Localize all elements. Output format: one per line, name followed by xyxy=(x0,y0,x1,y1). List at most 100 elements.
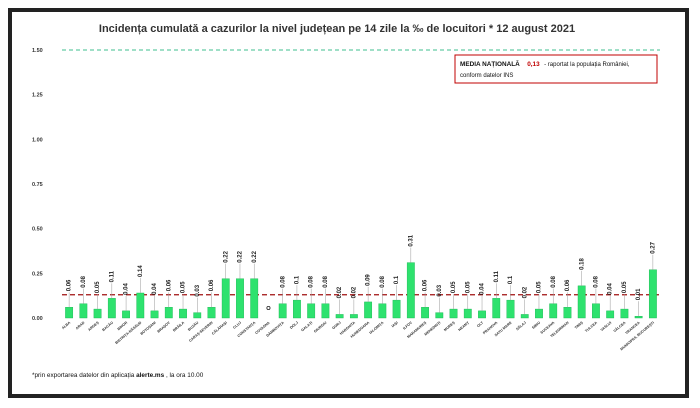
data-label: 0.08 xyxy=(594,275,600,287)
x-tick-label: TULCEA xyxy=(584,320,598,333)
chart-svg: Incidența cumulată a cazurilor la nivel … xyxy=(32,23,660,379)
chart-title: Incidența cumulată a cazurilor la nivel … xyxy=(99,23,575,35)
x-tick-label: BIHOR xyxy=(117,320,129,331)
y-tick-label: 0.00 xyxy=(32,316,43,322)
x-tick-label: TIMIȘ xyxy=(574,320,584,330)
bar xyxy=(549,303,558,319)
bar xyxy=(648,269,657,319)
bar xyxy=(93,308,102,319)
data-label: 0.08 xyxy=(323,275,329,287)
data-label: 0.08 xyxy=(380,275,386,287)
y-tick-label: 0.75 xyxy=(32,182,43,188)
chart-frame: Incidența cumulată a cazurilor la nivel … xyxy=(8,8,689,398)
data-label: 0.04 xyxy=(608,283,614,295)
bar xyxy=(136,292,145,319)
annotation-box: MEDIA NAȚIONALĂ 0,13 - raportat la popul… xyxy=(454,54,658,84)
y-tick-label: 0.50 xyxy=(32,227,43,233)
data-label: 0.02 xyxy=(351,286,357,298)
data-label: 0.03 xyxy=(437,284,443,296)
data-label: 0.08 xyxy=(81,275,87,287)
x-tick-label: ALBA xyxy=(61,320,72,330)
bar xyxy=(107,298,116,319)
x-axis-ticks: ALBA ARAD ARGEȘ BACĂU BIHORBISTRIȚA-NĂSĂUDBO… xyxy=(61,320,655,352)
x-tick-label: DOLJ xyxy=(289,321,299,330)
x-tick-label: CLUJ xyxy=(232,321,242,330)
x-tick-label: IAȘI xyxy=(391,321,399,329)
zero-value-marker xyxy=(266,305,271,310)
data-label: 0.04 xyxy=(480,283,486,295)
annotation-line-2: conform datelor INS xyxy=(460,73,513,79)
data-label: 0.06 xyxy=(423,279,429,291)
data-label: 0.01 xyxy=(636,288,642,300)
data-label: 0.31 xyxy=(408,234,414,246)
x-tick-label: BRAȘOV xyxy=(157,320,172,333)
annotation-head: MEDIA NAȚIONALĂ xyxy=(460,59,520,68)
x-tick-label: CĂLĂRAȘI xyxy=(210,320,227,336)
annotation-rest: - raportat la populația României, xyxy=(544,62,630,68)
bar xyxy=(236,278,244,319)
reference-lines xyxy=(62,49,660,296)
annotation-box-border xyxy=(454,54,658,84)
bar xyxy=(250,278,259,319)
y-tick-label: 1.50 xyxy=(32,48,43,54)
bar xyxy=(421,307,429,319)
bar xyxy=(335,314,344,319)
bar xyxy=(207,307,216,319)
data-label: 0.1 xyxy=(394,275,400,284)
bar xyxy=(179,308,187,319)
footnote-suffix: , la ora 10.00 xyxy=(166,372,204,379)
x-tick-label: GIURGIU xyxy=(313,320,328,333)
bar xyxy=(378,303,387,319)
footnote: *prin exportarea datelor din aplicația a… xyxy=(32,372,204,379)
bar xyxy=(307,303,316,319)
footnote-app: alerte.ms xyxy=(136,372,165,379)
bar xyxy=(79,303,88,319)
data-label: 0.18 xyxy=(579,257,585,269)
x-tick-label: BACĂU xyxy=(101,320,114,332)
data-label: 0.06 xyxy=(67,279,73,291)
x-tick-label: BOTOȘANI xyxy=(140,321,157,336)
data-label: 0.11 xyxy=(109,270,115,282)
x-tick-label: GALAȚI xyxy=(300,321,313,333)
x-tick-label: BRĂILA xyxy=(172,320,186,333)
bar xyxy=(193,312,202,319)
bar xyxy=(449,308,458,319)
bar xyxy=(164,307,173,319)
data-label: 0.06 xyxy=(209,279,215,291)
bar xyxy=(364,301,373,319)
x-tick-label: ILFOV xyxy=(402,320,413,330)
data-label: 0.22 xyxy=(252,250,258,262)
x-tick-label: NEAMȚ xyxy=(458,320,471,332)
bar xyxy=(606,310,615,319)
x-tick-label: MUREȘ xyxy=(443,320,456,332)
x-tick-label: GORJ xyxy=(331,321,341,331)
data-label: 0.27 xyxy=(650,241,656,253)
bar xyxy=(577,285,586,319)
bar xyxy=(535,308,543,319)
y-tick-label: 0.25 xyxy=(32,271,43,277)
data-label: 0.02 xyxy=(337,286,343,298)
data-label: 0.1 xyxy=(295,275,301,284)
data-label: 0.22 xyxy=(238,250,244,262)
x-tick-label: IALOMIȚA xyxy=(369,320,385,334)
bar xyxy=(620,308,629,319)
data-label: 0.1 xyxy=(508,275,514,284)
data-label: 0.02 xyxy=(522,286,528,298)
y-tick-label: 1.25 xyxy=(32,93,43,99)
data-label: 0.06 xyxy=(166,279,172,291)
data-label: 0.05 xyxy=(465,281,471,293)
bar xyxy=(506,299,515,319)
data-label: 0.03 xyxy=(195,284,201,296)
bar xyxy=(278,303,287,319)
bar xyxy=(392,299,401,319)
bar xyxy=(293,299,301,319)
bar xyxy=(478,310,486,319)
bar xyxy=(150,310,159,319)
data-label: 0.11 xyxy=(494,270,500,282)
data-label: 0.04 xyxy=(124,283,130,295)
data-label: 0.06 xyxy=(565,279,571,291)
x-tick-label: VASLUI xyxy=(600,321,612,332)
bar xyxy=(520,314,529,319)
data-label: 0.05 xyxy=(181,281,187,293)
bar xyxy=(592,303,600,319)
